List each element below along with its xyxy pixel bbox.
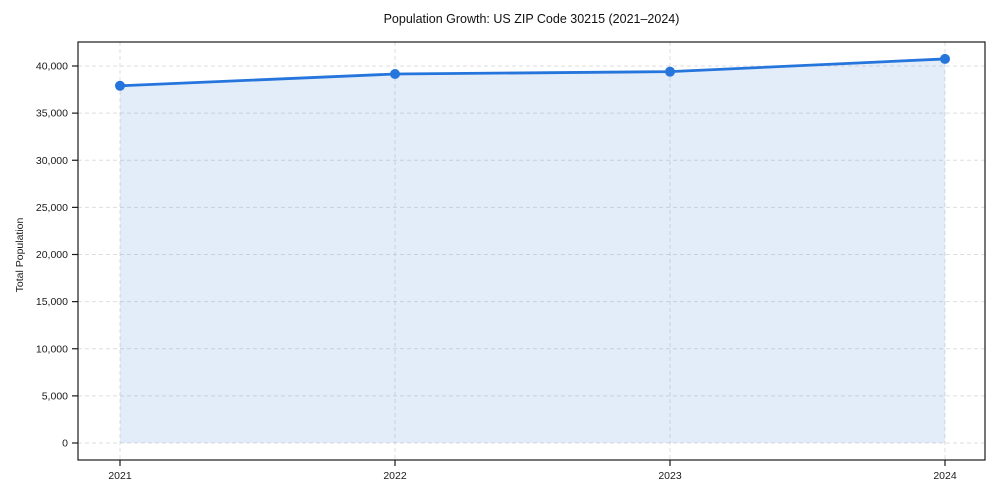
y-tick-label: 10,000: [36, 343, 68, 355]
data-point-2021: [115, 80, 125, 91]
y-tick-label: 20,000: [36, 249, 68, 261]
x-tick-label: 2022: [383, 470, 407, 482]
plot-border: [77, 41, 986, 461]
y-tick-label: 0: [62, 438, 68, 450]
x-tick-label: 2024: [933, 470, 957, 482]
chart-title: Population Growth: US ZIP Code 30215 (20…: [383, 12, 680, 26]
y-tick-label: 25,000: [36, 202, 68, 214]
area-fill: [120, 58, 945, 444]
trend-line: [118, 57, 947, 88]
y-tick-label: 35,000: [36, 108, 68, 120]
data-point-2023: [665, 66, 675, 77]
y-tick-label: 30,000: [36, 155, 68, 167]
y-tick-label: 40,000: [36, 61, 68, 73]
data-point-2024: [940, 53, 950, 64]
x-tick-label: 2023: [658, 470, 682, 482]
y-tick-label: 15,000: [36, 296, 68, 308]
y-tick-label: 5,000: [42, 390, 68, 402]
x-tick-label: 2021: [108, 470, 132, 482]
data-point-2022: [390, 69, 400, 80]
